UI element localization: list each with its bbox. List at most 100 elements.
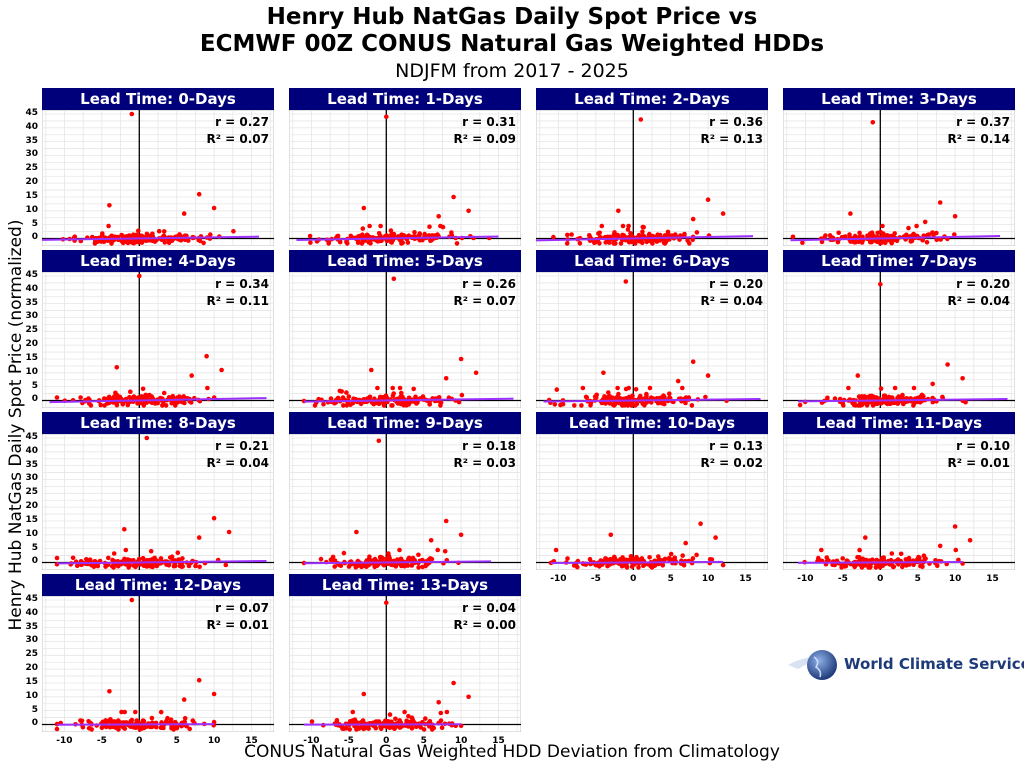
data-point bbox=[366, 557, 371, 562]
data-point bbox=[361, 563, 367, 569]
data-point bbox=[417, 232, 422, 237]
data-point bbox=[169, 554, 175, 559]
y-tick-label: 15 bbox=[25, 352, 38, 363]
data-point bbox=[388, 719, 393, 725]
data-point bbox=[161, 401, 166, 407]
data-point bbox=[435, 547, 440, 553]
data-point bbox=[416, 552, 421, 558]
data-point bbox=[878, 282, 883, 287]
x-tick-label: 0 bbox=[383, 736, 390, 746]
data-point bbox=[418, 725, 424, 730]
data-point bbox=[579, 403, 584, 408]
data-point bbox=[615, 385, 620, 391]
data-point bbox=[332, 558, 338, 563]
y-tick-label: 25 bbox=[25, 487, 38, 498]
data-point bbox=[309, 719, 315, 724]
data-point bbox=[378, 223, 383, 229]
data-point bbox=[867, 565, 873, 570]
data-point bbox=[360, 239, 366, 245]
data-point bbox=[219, 367, 224, 373]
trend-line bbox=[797, 561, 963, 564]
data-point bbox=[328, 396, 334, 401]
data-point bbox=[466, 208, 471, 214]
data-point bbox=[405, 240, 411, 245]
data-point bbox=[703, 394, 708, 400]
data-point bbox=[680, 553, 685, 558]
data-point bbox=[689, 403, 695, 408]
y-tick-label: 35 bbox=[25, 297, 38, 308]
data-point bbox=[790, 234, 796, 240]
data-point bbox=[175, 550, 181, 555]
data-point bbox=[657, 232, 663, 238]
data-point bbox=[189, 373, 194, 378]
y-tick-label: 30 bbox=[25, 311, 38, 322]
data-point bbox=[665, 229, 671, 235]
trend-line bbox=[296, 235, 499, 242]
trend-line bbox=[536, 235, 754, 242]
data-point bbox=[165, 715, 170, 721]
r-value-label: r = 0.07 bbox=[215, 601, 269, 615]
data-point bbox=[852, 240, 857, 245]
panel-header: Lead Time: 0-Days bbox=[42, 88, 274, 110]
data-point bbox=[90, 234, 95, 240]
data-point bbox=[344, 390, 349, 395]
data-point bbox=[667, 391, 672, 396]
data-point bbox=[392, 726, 397, 731]
data-point bbox=[554, 387, 560, 392]
data-point bbox=[840, 401, 846, 406]
data-point bbox=[389, 403, 394, 408]
y-tick-label: 5 bbox=[31, 218, 38, 229]
data-point bbox=[891, 564, 897, 569]
data-point bbox=[387, 557, 392, 563]
data-point bbox=[54, 726, 60, 732]
data-point bbox=[78, 395, 83, 400]
data-point bbox=[102, 403, 107, 408]
data-point bbox=[694, 230, 700, 235]
scatter-plot: r = 0.21 R² = 0.04 bbox=[42, 434, 274, 570]
data-point bbox=[101, 239, 107, 245]
data-point bbox=[911, 403, 916, 408]
data-point bbox=[54, 395, 60, 400]
y-tick-label: 40 bbox=[25, 283, 38, 294]
panel-header: Lead Time: 1-Days bbox=[289, 88, 521, 110]
data-point bbox=[922, 219, 928, 225]
panel-header: Lead Time: 5-Days bbox=[289, 250, 521, 272]
data-point bbox=[348, 233, 354, 239]
data-point bbox=[205, 385, 210, 391]
data-point bbox=[412, 230, 417, 235]
data-point bbox=[335, 395, 341, 401]
data-point bbox=[161, 229, 167, 234]
data-point bbox=[580, 385, 586, 391]
scatter-plot: r = 0.13 R² = 0.02 bbox=[536, 434, 768, 570]
x-tick-label: 5 bbox=[667, 574, 674, 584]
data-point bbox=[626, 223, 631, 229]
r-squared-label: R² = 0.11 bbox=[206, 294, 269, 308]
data-point bbox=[967, 538, 973, 543]
data-point bbox=[930, 399, 936, 405]
data-point bbox=[402, 709, 407, 715]
scatter-plot: r = 0.27 R² = 0.07 bbox=[42, 110, 274, 246]
data-point bbox=[930, 381, 935, 387]
y-tick-label: 10 bbox=[25, 528, 38, 539]
data-point bbox=[429, 556, 435, 562]
x-tick-label: 5 bbox=[420, 736, 427, 746]
data-point bbox=[588, 402, 593, 408]
x-tick-label: -10 bbox=[303, 736, 320, 746]
data-point bbox=[409, 725, 415, 731]
data-point bbox=[393, 716, 398, 722]
data-point bbox=[720, 211, 726, 216]
data-point bbox=[626, 239, 632, 245]
x-tick-label: 15 bbox=[492, 736, 505, 746]
data-point bbox=[387, 725, 392, 731]
trend-line bbox=[56, 559, 267, 565]
x-tick-label: 15 bbox=[986, 574, 999, 584]
data-point bbox=[129, 240, 135, 245]
data-point bbox=[144, 394, 149, 399]
data-point bbox=[386, 551, 391, 556]
data-point bbox=[158, 709, 164, 715]
data-point bbox=[106, 555, 111, 561]
data-point bbox=[647, 385, 653, 391]
data-point bbox=[601, 370, 606, 376]
data-point bbox=[108, 718, 113, 723]
data-point bbox=[131, 395, 136, 400]
